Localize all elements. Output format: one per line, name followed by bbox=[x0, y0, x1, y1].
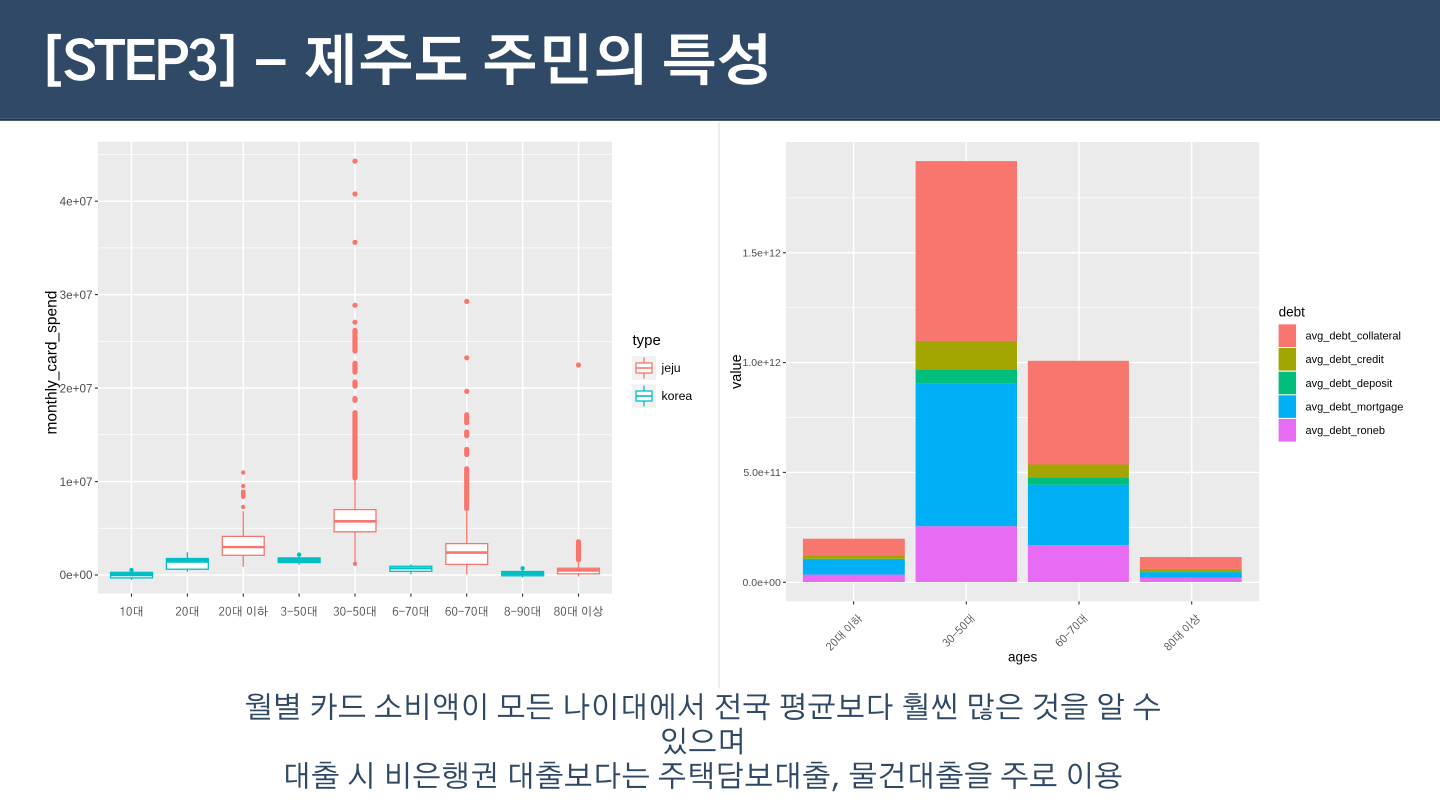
svg-text:korea: korea bbox=[662, 389, 693, 403]
svg-text:5.0e+11: 5.0e+11 bbox=[743, 467, 781, 479]
svg-text:2e+07: 2e+07 bbox=[60, 382, 93, 395]
svg-text:0.0e+00: 0.0e+00 bbox=[743, 577, 781, 589]
svg-text:0e+00: 0e+00 bbox=[60, 569, 93, 582]
svg-text:value: value bbox=[729, 354, 745, 389]
svg-text:3e+07: 3e+07 bbox=[60, 289, 93, 302]
svg-text:4e+07: 4e+07 bbox=[60, 195, 93, 208]
svg-text:monthly_card_spend: monthly_card_spend bbox=[44, 291, 61, 435]
svg-text:1.5e+12: 1.5e+12 bbox=[743, 247, 781, 259]
svg-text:avg_debt_mortgage: avg_debt_mortgage bbox=[1306, 402, 1404, 414]
svg-text:1.0e+12: 1.0e+12 bbox=[743, 357, 781, 369]
svg-text:ages: ages bbox=[1008, 650, 1038, 665]
svg-text:avg_debt_collateral: avg_debt_collateral bbox=[1306, 331, 1401, 343]
svg-text:avg_debt_deposit: avg_debt_deposit bbox=[1306, 378, 1393, 390]
svg-text:type: type bbox=[633, 332, 661, 349]
svg-text:debt: debt bbox=[1279, 305, 1306, 320]
svg-text:avg_debt_credit: avg_debt_credit bbox=[1306, 354, 1384, 366]
svg-text:avg_debt_roneb: avg_debt_roneb bbox=[1306, 425, 1386, 437]
svg-text:jeju: jeju bbox=[661, 361, 681, 375]
svg-text:1e+07: 1e+07 bbox=[60, 476, 93, 489]
